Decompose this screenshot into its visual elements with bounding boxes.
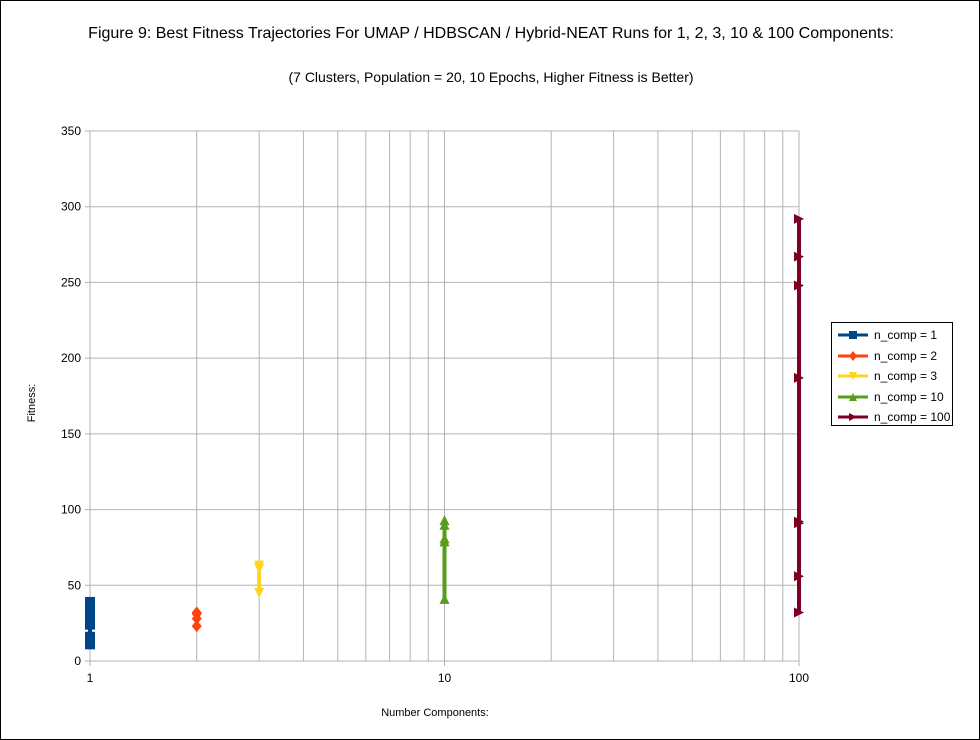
legend-label: n_comp = 1 [874,328,938,343]
x-tick-label: 100 [789,671,809,685]
legend-swatch-marker [849,372,857,381]
legend-label: n_comp = 100 [874,410,951,425]
data-point [85,607,95,618]
data-point [794,372,804,383]
data-point [439,593,450,604]
series-group [85,596,95,650]
legend-swatch-marker [849,350,857,361]
legend-swatch [838,372,868,381]
legend-swatch-marker [849,392,857,401]
data-point [794,607,804,618]
x-axis-title: Number Components: [381,707,489,719]
series-group [191,606,202,633]
y-tick-label: 300 [61,200,81,214]
data-point [85,596,95,607]
y-tick-label: 100 [61,503,81,517]
data-point [439,533,450,544]
data-point [794,516,804,527]
series-group [254,560,265,598]
y-axis-title: Fitness: [26,384,38,423]
legend-swatch-marker [849,413,857,422]
data-point [794,213,804,224]
data-point [254,560,265,571]
chart-title: Figure 9: Best Fitness Trajectories For … [88,25,894,42]
legend-swatch [838,413,868,422]
legend-swatch [838,350,868,361]
data-point [794,280,804,291]
x-tick-label: 10 [438,671,452,685]
legend-item: n_comp = 1 [838,325,952,346]
y-tick-label: 250 [61,275,81,289]
legend-item: n_comp = 10 [838,387,952,408]
y-tick-label: 200 [61,351,81,365]
legend-swatch [838,331,868,340]
data-point [439,515,450,526]
data-point [85,631,95,642]
legend-swatch [838,392,868,401]
data-point [191,606,202,619]
legend: n_comp = 1 n_comp = 2 n_comp = 3 n_comp = 1… [831,322,953,426]
legend-label: n_comp = 2 [874,348,938,363]
data-point [794,571,804,582]
data-point [794,251,804,262]
series-group [794,213,804,618]
legend-item: n_comp = 2 [838,346,952,367]
y-tick-label: 350 [61,124,81,138]
data-point [254,587,265,598]
data-point [85,615,95,626]
x-tick-label: 1 [87,671,94,685]
series-group [439,515,450,604]
legend-label: n_comp = 10 [874,389,944,404]
y-tick-label: 150 [61,427,81,441]
legend-swatch-marker [849,331,857,340]
legend-item: n_comp = 100 [838,407,952,428]
data-point [85,639,95,650]
legend-label: n_comp = 3 [874,369,938,384]
y-tick-label: 0 [74,654,81,668]
chart-subtitle: (7 Clusters, Population = 20, 10 Epochs,… [288,69,694,85]
y-tick-label: 50 [68,578,82,592]
data-point [191,620,202,633]
legend-item: n_comp = 3 [838,366,952,387]
